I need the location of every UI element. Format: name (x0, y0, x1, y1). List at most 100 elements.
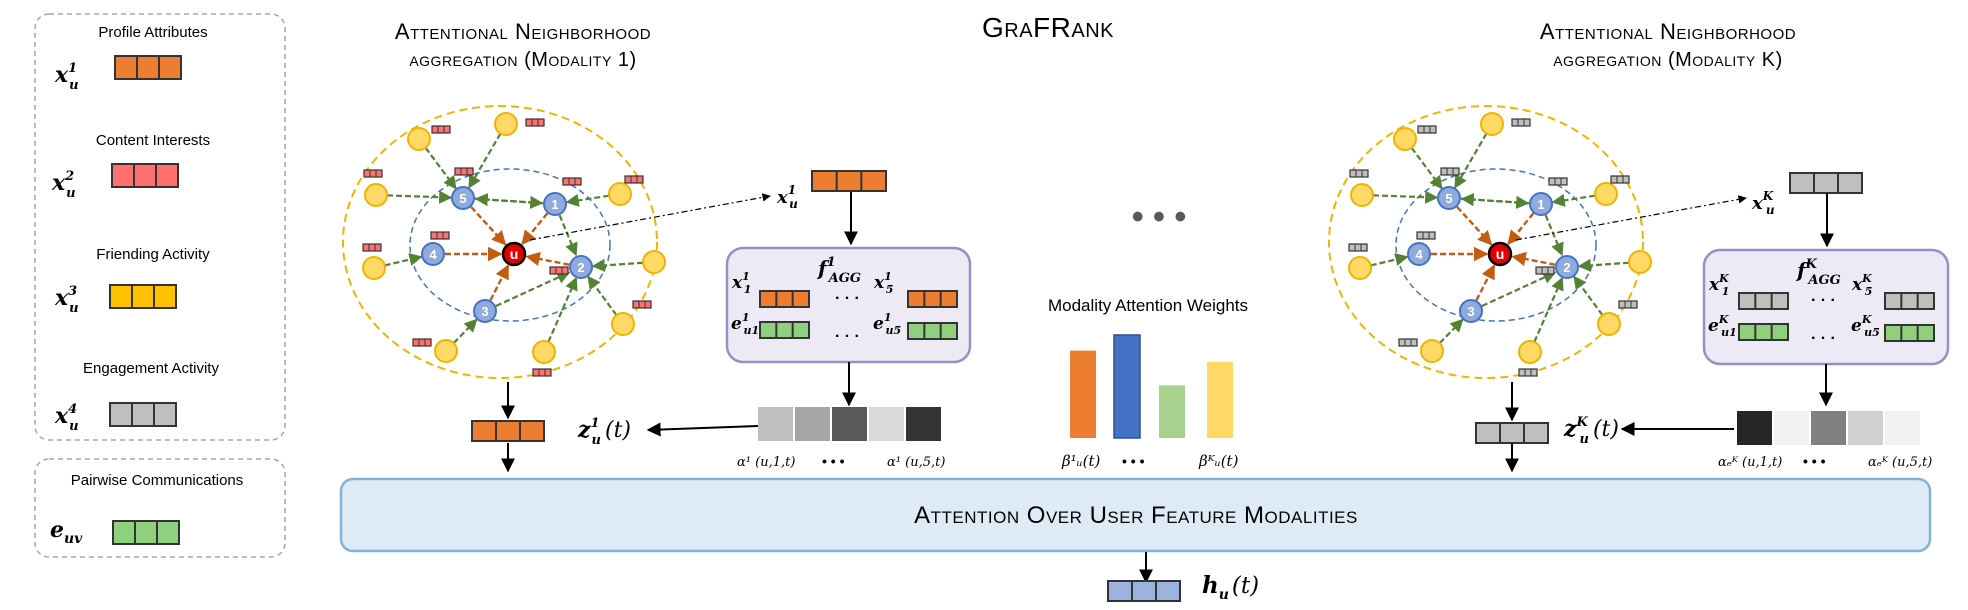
right-output-embedding (1475, 422, 1549, 444)
inner-hop-ellipse (409, 168, 611, 322)
left-agg-e-first-vector (759, 321, 810, 339)
attention-weight-cell (758, 407, 793, 441)
right-attention-strip (1737, 411, 1920, 445)
inner-neighbor-node (1437, 186, 1461, 210)
right-agg-x-last-vector (1884, 292, 1935, 310)
attention-weight-cell (1885, 411, 1920, 445)
green-edge (468, 132, 502, 189)
feature-chip (1348, 243, 1368, 252)
legend-symbol-profile: x1 u (54, 61, 79, 93)
orange-edge (1507, 212, 1535, 246)
node-label: 3 (481, 304, 488, 319)
feature-chip (1518, 368, 1538, 377)
legend-label-content: Content Interests (96, 132, 210, 149)
orange-edge (1511, 251, 1556, 267)
outer-neighbor-node (1393, 127, 1417, 151)
attention-weight-cell (1848, 411, 1883, 445)
left-agg-e-last-vector (907, 322, 958, 340)
outer-neighbor-node (1420, 339, 1444, 363)
attention-weight-cell (795, 407, 830, 441)
left-att-to-output-arrow (646, 422, 759, 437)
outer-neighbor-node (1518, 340, 1542, 364)
green-edge (1410, 147, 1443, 190)
inner-neighbor-node (543, 192, 567, 216)
green-edge (452, 318, 478, 344)
outer-neighbor-node (1348, 256, 1372, 280)
attention-weight-cell (906, 407, 941, 441)
left-agg-e-last: e1 u5 (873, 311, 901, 337)
legend-swatch-profile (114, 55, 182, 80)
right-att-first-label: αₑᴷ (u,1,t) (1718, 455, 1782, 470)
right-module-title-line1: Attentional Neighborhood (1540, 19, 1796, 44)
left-neighborhood-graph: 1 2 3 4 5 u (342, 105, 771, 379)
modality-weights-title: Modality Attention Weights (1048, 296, 1248, 315)
right-pointer-line (1515, 195, 1747, 241)
feature-chip (532, 368, 552, 377)
left-agg-x-first-vector (759, 290, 810, 308)
left-agg-x-last: x1 5 (873, 270, 893, 296)
left-output-embedding (471, 420, 545, 442)
feature-chip (412, 338, 432, 347)
left-output-label: z1 u (t) (577, 416, 631, 448)
left-input-label: x1 u (776, 183, 798, 211)
inner-neighbor-node (1555, 255, 1579, 279)
outer-neighbor-node (434, 339, 458, 363)
green-edge (565, 193, 610, 207)
final-output-vector (1107, 580, 1181, 602)
node-label: 4 (429, 247, 437, 262)
feature-chip (1417, 125, 1437, 134)
left-agg-function: f1 AGG (816, 255, 861, 286)
left-agg-x-first: x1 1 (731, 270, 751, 296)
feature-chip (1349, 169, 1369, 178)
right-agg-e-first: eK u1 (1708, 313, 1737, 339)
outer-neighbor-node (1350, 183, 1374, 207)
right-output-label: zK u (t) (1563, 415, 1619, 447)
outer-neighbor-node (608, 182, 632, 206)
orange-edge (521, 212, 549, 246)
feature-chip (525, 118, 545, 127)
right-agg-e-last-vector (1884, 324, 1935, 342)
outer-neighbor-node (1480, 112, 1504, 136)
right-module-title-line2: aggregation (Modality K) (1553, 49, 1783, 71)
legend-symbol-engagement: x4 u (54, 402, 79, 434)
feature-chip (454, 167, 474, 176)
green-edge (547, 276, 578, 343)
orange-edge (470, 206, 507, 246)
green-edge (384, 253, 423, 267)
diagram-title: GraFRank (982, 12, 1114, 43)
left-module-title-line1: Attentional Neighborhood (395, 19, 651, 44)
modality-weight-last-label: βᴷᵤ(t) (1198, 452, 1239, 470)
feature-chip (1548, 177, 1568, 186)
right-agg-e-first-vector (1738, 323, 1789, 341)
legend-symbol-friending: x3 u (54, 284, 79, 316)
green-edge (587, 275, 618, 316)
left-pointer-line (529, 193, 771, 241)
left-agg-dots-bottom: · · · (835, 328, 860, 345)
inner-neighbor-node (1459, 299, 1483, 323)
right-agg-x-first: xK 1 (1708, 272, 1729, 298)
left-agg-x-last-vector (907, 290, 958, 308)
left-att-last-label: α¹ (u,5,t) (887, 455, 945, 470)
green-edge (1372, 190, 1439, 204)
node-label: 4 (1415, 247, 1423, 262)
right-att-last-label: αₑᴷ (u,5,t) (1868, 455, 1932, 470)
outer-hop-ellipse (1328, 105, 1644, 379)
legend-symbol-pairwise: euv (50, 517, 83, 547)
legend-swatch-friending (109, 284, 177, 309)
left-att-first-label: α¹ (u,1,t) (737, 455, 795, 470)
green-edge (1544, 214, 1564, 257)
green-edge (424, 147, 457, 190)
feature-chip (549, 266, 569, 275)
green-edge (1481, 271, 1557, 308)
modality-weight-bars (1070, 334, 1233, 439)
inner-neighbor-node (451, 186, 475, 210)
modalities-ellipsis: • • • (1132, 198, 1187, 236)
legend-label-profile: Profile Attributes (98, 24, 207, 41)
feature-chip (431, 125, 451, 134)
right-input-vector (1789, 172, 1863, 194)
modality-weight-bar (1207, 361, 1233, 438)
green-edge (495, 271, 571, 308)
attention-weight-cell (832, 407, 867, 441)
feature-chip (1610, 175, 1630, 184)
